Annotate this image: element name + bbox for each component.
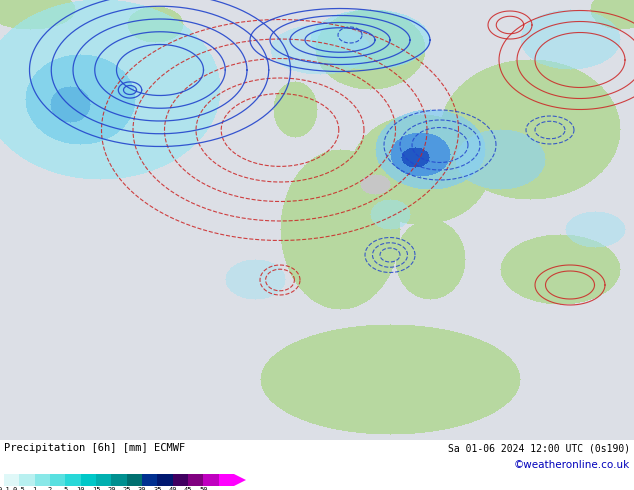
Bar [19, 474, 35, 486]
Text: 0.1: 0.1 [0, 487, 10, 490]
Text: 10: 10 [77, 487, 85, 490]
Bar [204, 474, 219, 486]
Text: 2: 2 [48, 487, 52, 490]
Bar [4, 474, 19, 486]
Polygon shape [234, 474, 246, 486]
Bar [188, 474, 204, 486]
Text: 25: 25 [122, 487, 131, 490]
Bar [127, 474, 142, 486]
Text: 35: 35 [153, 487, 162, 490]
Text: 5: 5 [63, 487, 67, 490]
Bar [65, 474, 81, 486]
Text: 45: 45 [184, 487, 192, 490]
Bar [142, 474, 157, 486]
Bar [35, 474, 50, 486]
Bar [157, 474, 172, 486]
Text: 15: 15 [92, 487, 100, 490]
Bar [96, 474, 112, 486]
Text: 40: 40 [169, 487, 177, 490]
Bar [50, 474, 65, 486]
Text: Precipitation [6h] [mm] ECMWF: Precipitation [6h] [mm] ECMWF [4, 443, 185, 453]
Text: 20: 20 [107, 487, 115, 490]
Text: Sa 01-06 2024 12:00 UTC (0s190): Sa 01-06 2024 12:00 UTC (0s190) [448, 443, 630, 453]
Text: 50: 50 [199, 487, 207, 490]
Bar [219, 474, 234, 486]
Text: 30: 30 [138, 487, 146, 490]
Bar [81, 474, 96, 486]
Bar [112, 474, 127, 486]
Text: 1: 1 [32, 487, 37, 490]
Bar [172, 474, 188, 486]
Text: 0.5: 0.5 [13, 487, 26, 490]
Text: ©weatheronline.co.uk: ©weatheronline.co.uk [514, 460, 630, 470]
